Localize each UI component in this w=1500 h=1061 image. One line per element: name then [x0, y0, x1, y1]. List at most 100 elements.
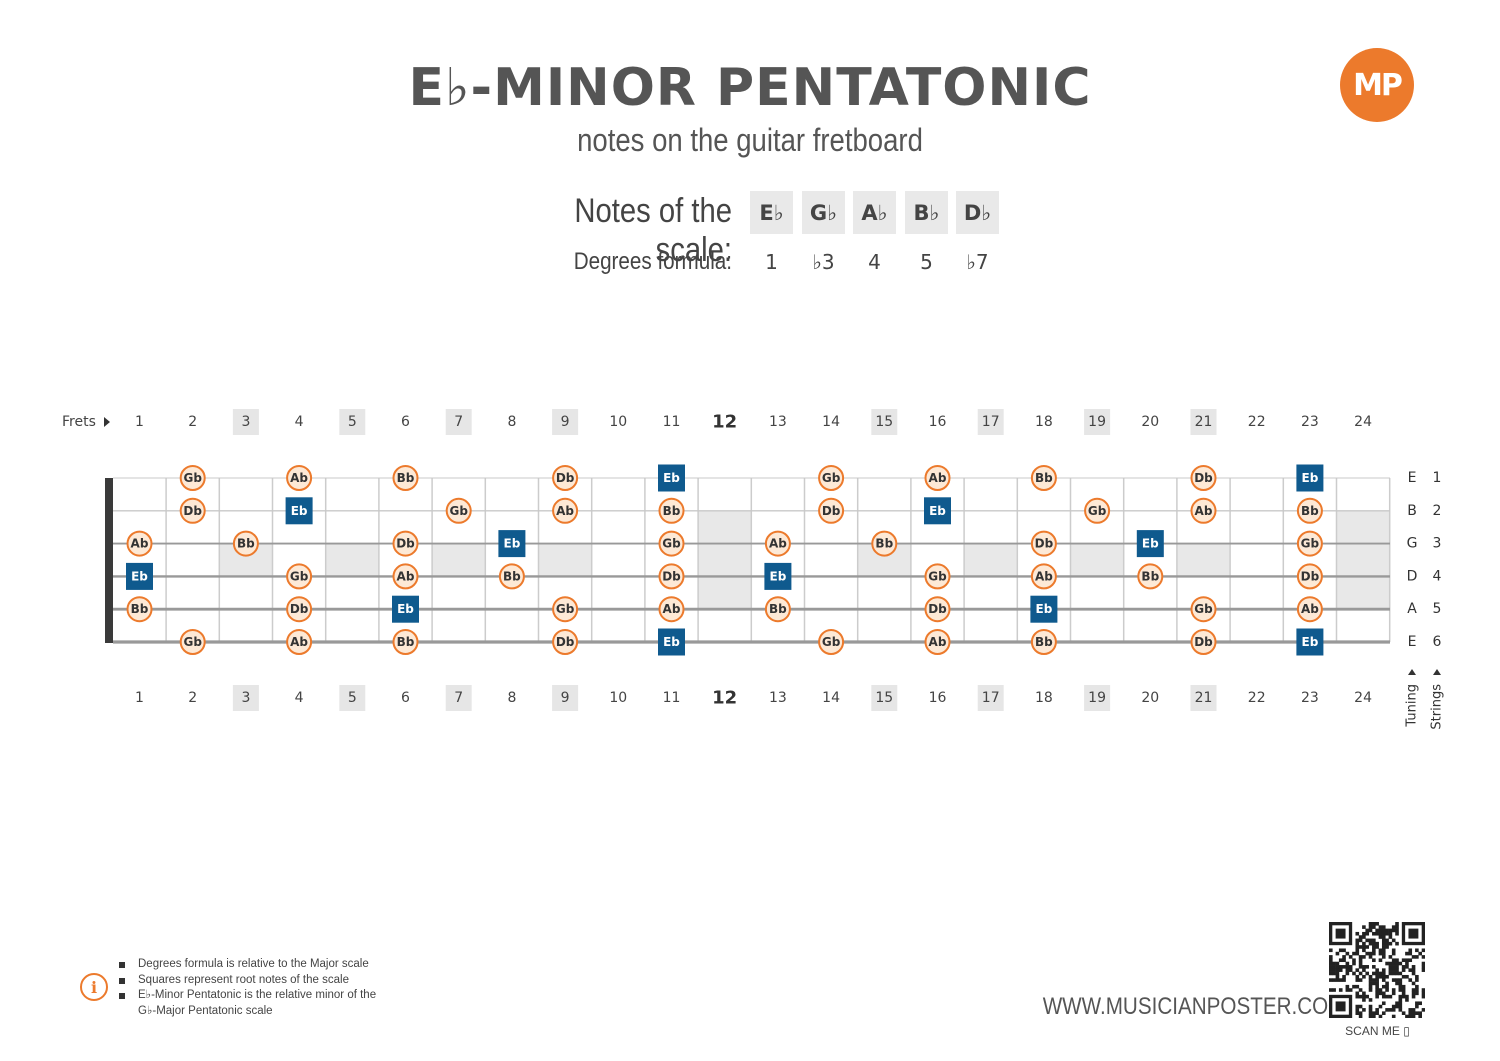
scale-note-label: Gb — [449, 504, 468, 518]
fret-number: 23 — [1301, 414, 1319, 430]
fret-number: 4 — [295, 690, 304, 706]
scale-note-label: Bb — [1301, 504, 1319, 518]
fret-number: 23 — [1301, 690, 1319, 706]
root-note-label: Eb — [1142, 537, 1159, 551]
scale-note-label: Gb — [183, 635, 202, 649]
root-note-label: Eb — [663, 635, 680, 649]
frets-label: Frets — [62, 414, 96, 430]
fret-number-highlight — [339, 685, 366, 711]
scale-note-marker — [1030, 465, 1057, 491]
fret-number: 18 — [1035, 690, 1053, 706]
scale-note-marker — [818, 629, 845, 655]
fret-inlay-9 — [538, 543, 592, 577]
scale-note-label: Bb — [131, 602, 149, 616]
root-note-label: Eb — [1302, 471, 1319, 485]
scale-notes-label: Notes of the scale: — [574, 192, 732, 269]
degree-1: 1 — [765, 250, 778, 274]
scale-note-marker — [126, 530, 153, 557]
scale-note-marker — [818, 497, 845, 524]
fret-number-highlight — [1190, 685, 1217, 711]
fret-number: 12 — [712, 412, 737, 433]
root-note — [285, 497, 313, 525]
root-note — [126, 562, 153, 590]
fret-number: 4 — [295, 414, 304, 430]
fret-number-highlight — [1190, 409, 1217, 435]
fret-number: 19 — [1088, 690, 1106, 706]
scale-note-marker — [286, 563, 313, 590]
fret-number-highlight — [1084, 685, 1111, 711]
fret-number: 7 — [454, 414, 463, 430]
scale-note-marker — [818, 465, 845, 491]
scale-note-label: Bb — [1035, 471, 1053, 485]
root-note-label: Eb — [291, 504, 308, 518]
scale-note-marker — [445, 497, 472, 524]
fret-number-highlight — [232, 685, 259, 711]
root-note — [764, 562, 792, 590]
scale-note-marker — [286, 629, 313, 655]
scale-note-marker — [392, 629, 419, 655]
scale-note-marker — [658, 596, 685, 623]
fret-number: 17 — [982, 690, 1000, 706]
scale-note-label: Ab — [1301, 602, 1319, 616]
fret-number-highlight — [339, 409, 366, 435]
scale-note-marker — [552, 629, 579, 655]
degrees-formula-label: Degrees formula: — [573, 248, 732, 275]
scale-note-label: Ab — [290, 635, 308, 649]
fret-inlay-12 — [698, 510, 752, 610]
fret-number: 10 — [609, 414, 627, 430]
poster-subtitle: notes on the guitar fretboard — [577, 122, 923, 158]
scale-note-label: Gb — [928, 569, 947, 583]
strings-label: Strings — [1430, 684, 1445, 730]
fret-number: 22 — [1248, 690, 1266, 706]
fret-number: 24 — [1354, 690, 1372, 706]
scale-note-label: Ab — [1195, 504, 1213, 518]
scale-note-label: Db — [928, 602, 947, 616]
fret-number-highlight — [1084, 409, 1111, 435]
fret-number: 14 — [822, 690, 840, 706]
scale-note-marker — [924, 629, 951, 655]
scale-note-label: Db — [556, 471, 575, 485]
scale-note-marker — [126, 596, 153, 623]
scale-note-2: G♭ — [802, 191, 845, 234]
tuning-label: Tuning — [1405, 684, 1420, 728]
fret-number: 15 — [875, 690, 893, 706]
fret-inlay-5 — [325, 543, 379, 577]
scale-note-label: Bb — [1035, 635, 1053, 649]
fret-number: 8 — [507, 414, 516, 430]
fret-number: 1 — [135, 414, 144, 430]
scale-note-marker — [286, 596, 313, 623]
scale-note-marker — [179, 497, 206, 524]
scale-note-label: Db — [822, 504, 841, 518]
scale-note-label: Db — [662, 569, 681, 583]
phone-icon: ▯ — [1403, 1024, 1410, 1038]
scan-me-text: SCAN ME — [1345, 1024, 1400, 1038]
fret-number: 3 — [241, 690, 250, 706]
fret-inlay-19 — [1070, 543, 1124, 577]
scale-note-label: Bb — [237, 537, 255, 551]
fret-number: 12 — [712, 688, 737, 709]
scale-note-1: E♭ — [750, 191, 793, 234]
fret-number-highlight — [871, 685, 898, 711]
scale-note-marker — [1296, 530, 1323, 557]
string-tuning-label: G — [1407, 536, 1418, 552]
scale-note-label: Gb — [662, 537, 681, 551]
scale-note-label: Db — [1301, 569, 1320, 583]
scale-note-marker — [552, 465, 579, 491]
root-note — [658, 628, 685, 656]
scale-note-label: Bb — [769, 602, 787, 616]
scale-note-marker — [179, 465, 206, 491]
scale-note-label: Gb — [556, 602, 575, 616]
fret-number: 9 — [561, 690, 570, 706]
scale-note-marker — [764, 596, 791, 623]
website-url[interactable]: WWW.MUSICIANPOSTER.COM — [1042, 993, 1346, 1020]
fret-inlay-21 — [1176, 543, 1231, 577]
scale-note-marker — [1030, 530, 1057, 557]
string-tuning-label: E — [1408, 470, 1417, 486]
scale-note-marker — [871, 530, 898, 557]
fret-number: 24 — [1354, 414, 1372, 430]
string-number-label: 5 — [1433, 601, 1442, 617]
arrow-up-icon — [1408, 669, 1416, 675]
fret-number-highlight — [977, 409, 1004, 435]
scale-note-3: A♭ — [853, 191, 896, 234]
fret-number: 20 — [1141, 690, 1159, 706]
